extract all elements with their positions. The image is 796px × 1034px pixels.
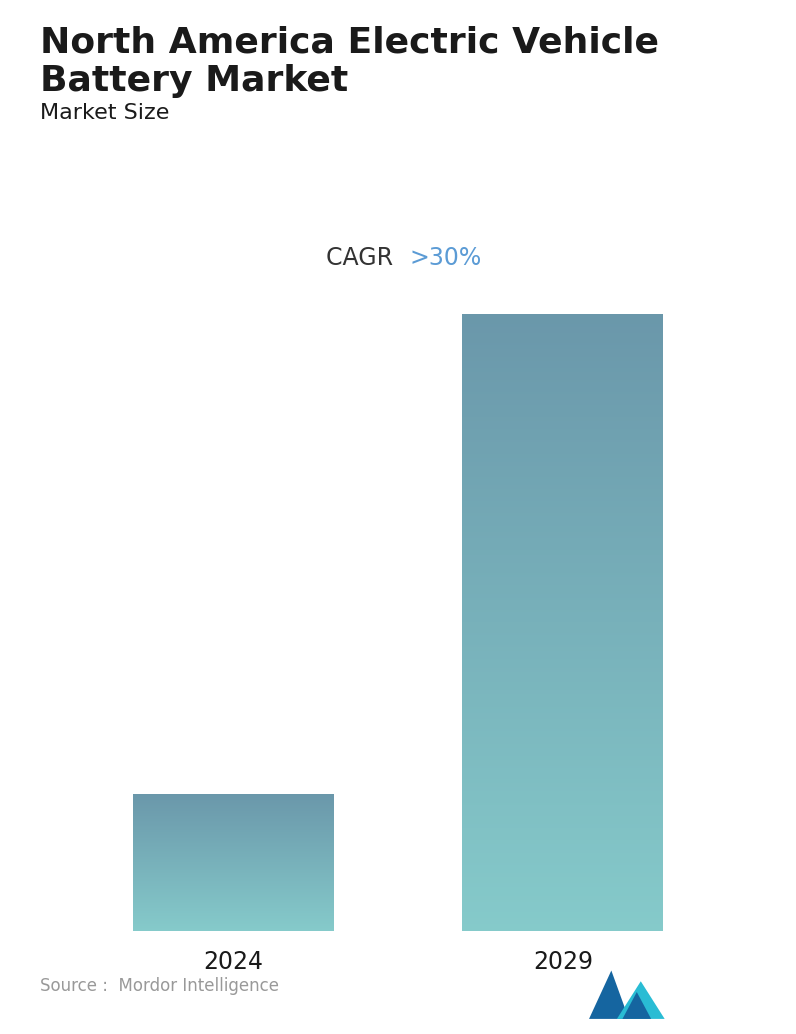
Text: >30%: >30%	[410, 246, 482, 270]
Text: North America Electric Vehicle: North America Electric Vehicle	[40, 26, 659, 60]
Polygon shape	[589, 971, 629, 1018]
Polygon shape	[617, 981, 665, 1018]
Polygon shape	[622, 992, 651, 1018]
Text: CAGR: CAGR	[326, 246, 401, 270]
Text: Market Size: Market Size	[40, 103, 170, 123]
Text: Source :  Mordor Intelligence: Source : Mordor Intelligence	[40, 977, 279, 995]
Text: Battery Market: Battery Market	[40, 64, 348, 98]
